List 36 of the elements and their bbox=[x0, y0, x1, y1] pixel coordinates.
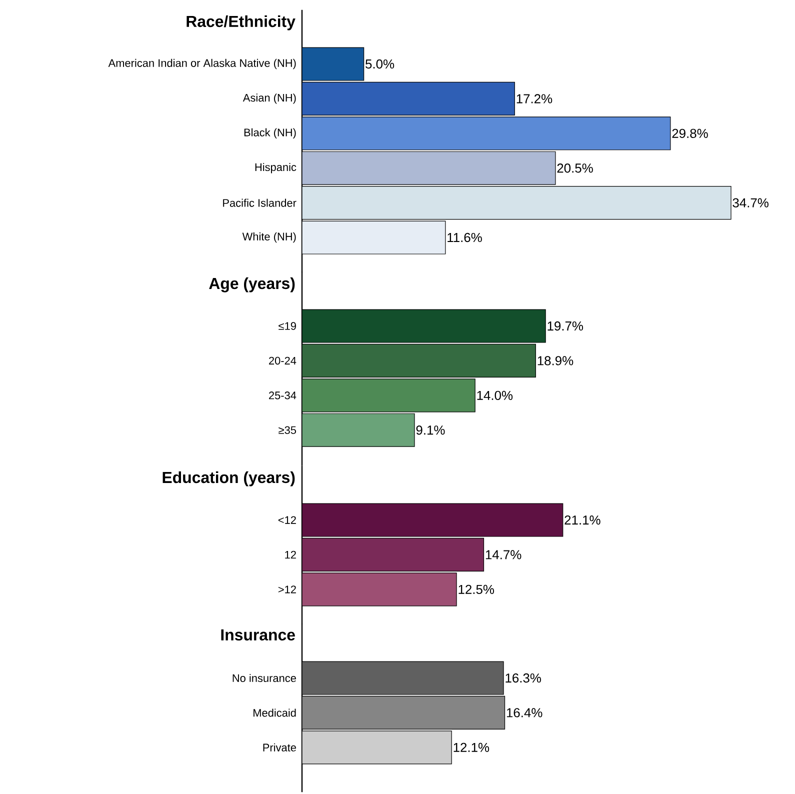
y-tick-label: Asian (NH) bbox=[242, 94, 296, 104]
data-label: 20.5% bbox=[557, 164, 593, 173]
y-tick-label: White (NH) bbox=[242, 232, 296, 243]
chart-title: Age (years) bbox=[209, 277, 295, 292]
y-tick-label: <12 bbox=[278, 516, 296, 524]
y-tick-label: Pacific Islander bbox=[223, 198, 296, 207]
y-tick-label: >12 bbox=[278, 586, 296, 594]
data-label: 21.1% bbox=[564, 515, 600, 525]
data-label: 11.6% bbox=[448, 232, 482, 242]
data-label: 17.2% bbox=[516, 94, 552, 104]
y-tick-label: No insurance bbox=[232, 674, 296, 682]
y-tick-label: Private bbox=[263, 743, 296, 752]
y-tick-label: ≤19 bbox=[278, 322, 296, 330]
data-label: 14.7% bbox=[486, 550, 522, 560]
data-label: 19.7% bbox=[548, 321, 584, 331]
data-label: 34.7% bbox=[732, 198, 768, 208]
data-label: 18.9% bbox=[538, 356, 574, 366]
y-tick-label: Black (NH) bbox=[244, 128, 296, 139]
data-label: 14.0% bbox=[477, 390, 513, 400]
data-label: 12.1% bbox=[454, 742, 490, 752]
data-label: 29.8% bbox=[672, 128, 708, 138]
y-tick-label: Medicaid bbox=[254, 708, 296, 717]
chart-title: Race/Ethnicity bbox=[186, 15, 296, 30]
y-tick-label: American Indian or Alaska Native (NH) bbox=[108, 58, 296, 70]
y-tick-label: Hispanic bbox=[255, 163, 296, 174]
data-label: 16.3% bbox=[506, 673, 541, 683]
chart-title: Insurance bbox=[221, 629, 295, 641]
y-tick-label: 25-34 bbox=[269, 392, 296, 400]
data-label: 9.1% bbox=[416, 426, 445, 435]
y-tick-label: 12 bbox=[285, 550, 296, 559]
data-label: 5.0% bbox=[366, 59, 394, 69]
data-label: 16.4% bbox=[506, 708, 542, 718]
y-tick-label: ≥35 bbox=[278, 426, 296, 434]
data-label: 12.5% bbox=[458, 584, 494, 594]
chart-title: Education (years) bbox=[162, 471, 295, 486]
y-tick-label: 20-24 bbox=[269, 356, 296, 365]
